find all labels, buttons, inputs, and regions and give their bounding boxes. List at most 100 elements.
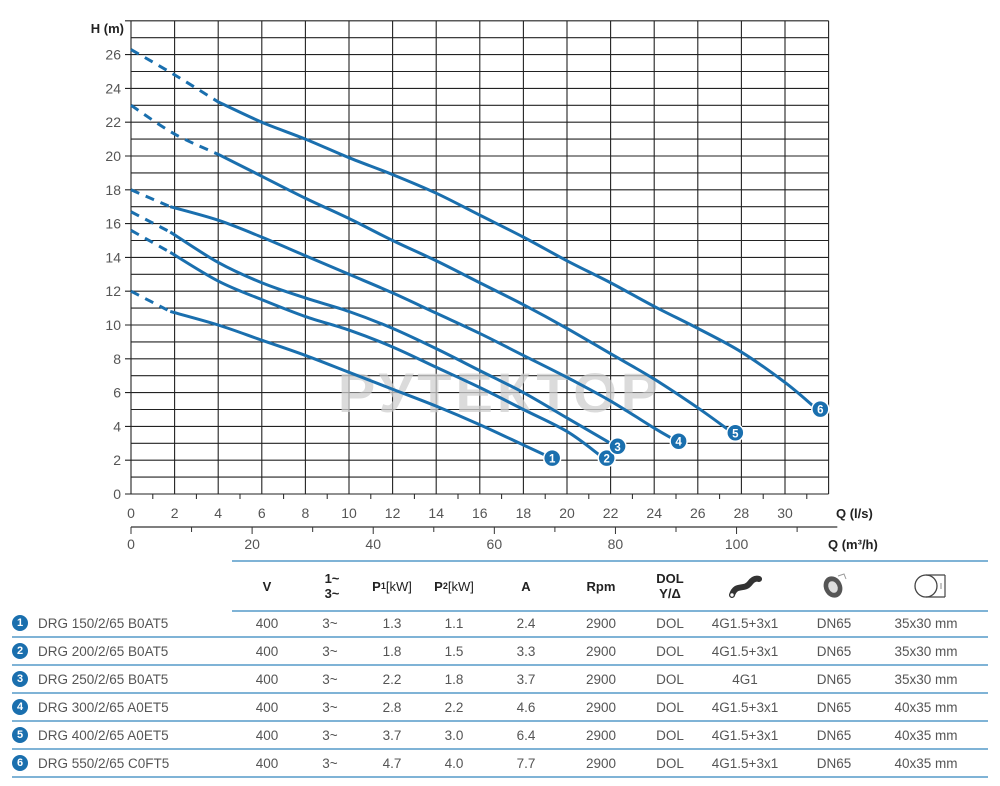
v-cell: 400 (255, 671, 279, 687)
svg-text:2: 2 (113, 452, 121, 468)
header-start: DOL Y/Δ (656, 571, 684, 601)
svg-text:20: 20 (244, 536, 260, 552)
a-cell: 3.3 (516, 643, 536, 659)
curve-number-badge: 2 (12, 643, 28, 659)
v-cell: 400 (255, 699, 279, 715)
svg-text:22: 22 (603, 505, 619, 521)
curve-number-badge: 4 (12, 699, 28, 715)
curve-labels: 1 23 456 (542, 399, 830, 468)
cable-icon (710, 562, 780, 610)
rpm-cell: 2900 (585, 755, 617, 771)
outlet-cell: DN65 (816, 727, 852, 743)
model-cell: 1 DRG 150/2/65 B0AT5 (12, 610, 242, 636)
svg-text:3: 3 (614, 442, 620, 454)
curve-number-badge: 1 (12, 615, 28, 631)
solid-passage-icon (892, 562, 972, 610)
svg-text:0: 0 (113, 486, 121, 502)
curve-1 (169, 310, 546, 457)
svg-text:6: 6 (113, 385, 121, 401)
start-cell: DOL (656, 643, 684, 659)
curve-number-badge: 6 (12, 755, 28, 771)
svg-text:26: 26 (105, 47, 121, 63)
cable-cell: 4G1 (732, 671, 758, 687)
svg-text:24: 24 (105, 80, 121, 96)
outlet-flange-icon (800, 562, 870, 610)
curve-2 (169, 251, 601, 457)
svg-text:20: 20 (105, 148, 121, 164)
curve-4-extrapolated (130, 188, 171, 209)
p2-cell: 1.5 (444, 643, 464, 659)
cable-cell: 4G1.5+3x1 (711, 699, 779, 715)
curve-5-extrapolated (130, 104, 219, 156)
svg-text:H (m): H (m) (91, 21, 124, 36)
svg-text:60: 60 (487, 536, 503, 552)
svg-text:Q (m³/h): Q (m³/h) (828, 537, 878, 552)
p1-cell: 3.7 (382, 727, 402, 743)
curve-number-badge: 5 (12, 727, 28, 743)
svg-text:12: 12 (105, 283, 121, 299)
table-header: V 1~ 3~ P 1 [kW] P 2 [kW] A Rpm DOL Y/Δ (232, 560, 988, 612)
phase-cell: 3~ (322, 615, 338, 631)
start-cell: DOL (656, 615, 684, 631)
v-cell: 400 (255, 615, 279, 631)
start-cell: DOL (656, 671, 684, 687)
svg-text:6: 6 (817, 405, 823, 417)
svg-text:0: 0 (127, 536, 135, 552)
passage-cell: 40x35 mm (894, 755, 958, 771)
table-row: 3 DRG 250/2/65 B0AT5 400 3~ 2.2 1.8 3.7 2900 DOL… (12, 666, 988, 694)
outlet-cell: DN65 (816, 643, 852, 659)
p1-cell: 2.2 (382, 671, 402, 687)
table-row: 4 DRG 300/2/65 A0ET5 400 3~ 2.8 2.2 4.6 2900 DOL… (12, 694, 988, 722)
svg-text:22: 22 (105, 114, 121, 130)
cable-cell: 4G1.5+3x1 (711, 755, 779, 771)
svg-text:26: 26 (690, 505, 706, 521)
svg-text:16: 16 (472, 505, 488, 521)
phase-cell: 3~ (322, 643, 338, 659)
svg-text:18: 18 (105, 182, 121, 198)
model-name: DRG 150/2/65 B0AT5 (38, 615, 169, 631)
header-current: A (521, 578, 531, 594)
passage-cell: 35x30 mm (894, 671, 958, 687)
model-name: DRG 400/2/65 A0ET5 (38, 727, 169, 743)
model-name: DRG 550/2/65 C0FT5 (38, 755, 170, 771)
curve-6-badge: 6 (811, 399, 830, 419)
svg-text:24: 24 (646, 505, 662, 521)
table-row: 2 DRG 200/2/65 B0AT5 400 3~ 1.8 1.5 3.3 2900 DOL… (12, 638, 988, 666)
header-p1: P 1 [kW] (372, 578, 412, 594)
header-p2: P 2 [kW] (434, 578, 474, 594)
a-cell: 6.4 (516, 727, 536, 743)
model-cell: 4 DRG 300/2/65 A0ET5 (12, 694, 242, 720)
a-cell: 4.6 (516, 699, 536, 715)
p1-cell: 4.7 (382, 755, 402, 771)
svg-text:6: 6 (258, 505, 266, 521)
a-cell: 3.7 (516, 671, 536, 687)
model-cell: 5 DRG 400/2/65 A0ET5 (12, 722, 242, 748)
svg-text:80: 80 (608, 536, 624, 552)
rpm-cell: 2900 (585, 699, 617, 715)
svg-text:5: 5 (732, 428, 739, 440)
rpm-cell: 2900 (585, 615, 617, 631)
curve-3-badge: 3 (608, 437, 627, 456)
svg-text:1: 1 (549, 454, 556, 466)
table-row: 1 DRG 150/2/65 B0AT5 400 3~ 1.3 1.1 2.4 2900 DOL… (12, 610, 988, 638)
model-cell: 3 DRG 250/2/65 B0AT5 (12, 666, 242, 692)
curve-number-badge: 3 (12, 671, 28, 687)
model-name: DRG 300/2/65 A0ET5 (38, 699, 169, 715)
header-phase: 1~ 3~ (324, 571, 340, 601)
curve-3-extrapolated (130, 210, 171, 234)
curve-4 (169, 205, 673, 440)
curve-4-badge: 4 (669, 431, 688, 451)
outlet-cell: DN65 (816, 699, 852, 715)
curve-5 (217, 152, 730, 431)
start-cell: DOL (656, 755, 684, 771)
cable-cell: 4G1.5+3x1 (711, 727, 779, 743)
a-cell: 7.7 (516, 755, 536, 771)
p2-cell: 2.2 (444, 699, 464, 715)
p1-cell: 1.8 (382, 643, 402, 659)
svg-text:40: 40 (365, 536, 381, 552)
p1-cell: 2.8 (382, 699, 402, 715)
svg-text:Q (l/s): Q (l/s) (836, 506, 873, 521)
start-cell: DOL (656, 727, 684, 743)
